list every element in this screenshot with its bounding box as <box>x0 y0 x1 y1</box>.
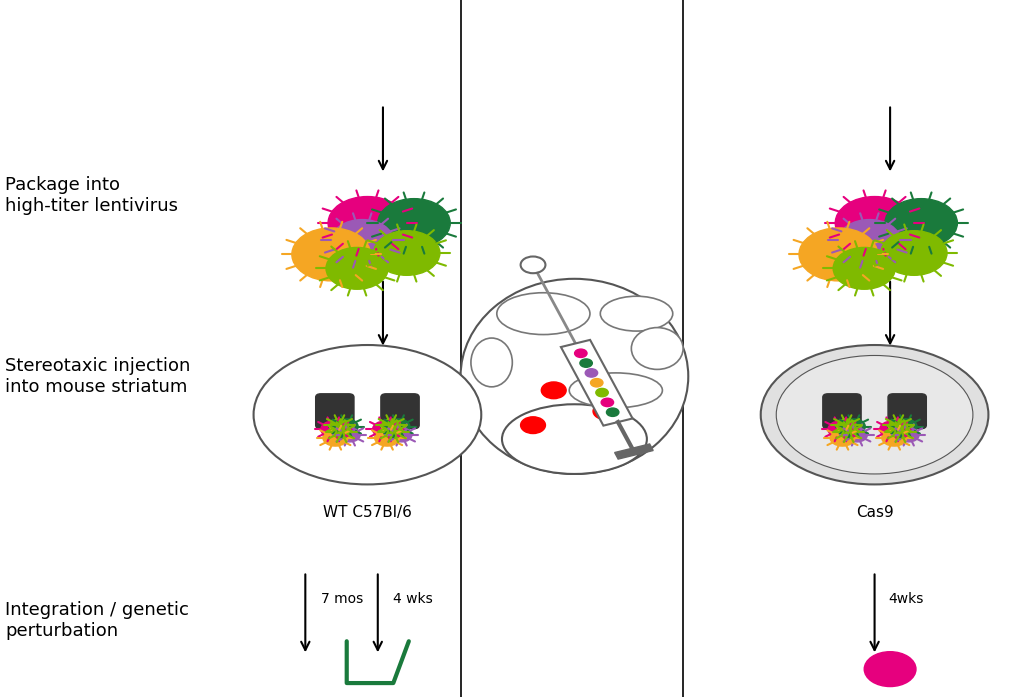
Circle shape <box>838 220 900 261</box>
Circle shape <box>607 408 619 416</box>
Circle shape <box>373 421 397 438</box>
Circle shape <box>378 199 450 247</box>
Circle shape <box>326 247 388 289</box>
Circle shape <box>882 429 907 446</box>
Circle shape <box>335 419 358 434</box>
Circle shape <box>384 426 403 438</box>
Circle shape <box>828 421 853 438</box>
Text: 7 mos: 7 mos <box>321 592 363 606</box>
Circle shape <box>889 419 908 431</box>
Ellipse shape <box>600 296 673 331</box>
Circle shape <box>847 428 867 442</box>
Text: 4wks: 4wks <box>888 592 923 606</box>
FancyBboxPatch shape <box>823 394 861 429</box>
Text: 4 wks: 4 wks <box>393 592 433 606</box>
Text: Cas9: Cas9 <box>856 505 893 521</box>
FancyBboxPatch shape <box>316 394 354 429</box>
Circle shape <box>593 403 618 420</box>
Circle shape <box>898 428 919 442</box>
Ellipse shape <box>502 404 647 474</box>
Ellipse shape <box>761 345 988 484</box>
Text: WT C57Bl/6: WT C57Bl/6 <box>323 505 412 521</box>
FancyBboxPatch shape <box>888 394 926 429</box>
FancyBboxPatch shape <box>381 394 419 429</box>
Circle shape <box>881 231 947 275</box>
Ellipse shape <box>254 345 481 484</box>
Circle shape <box>842 419 865 434</box>
Circle shape <box>580 359 592 367</box>
Circle shape <box>521 256 545 273</box>
Circle shape <box>885 199 957 247</box>
Circle shape <box>382 419 401 431</box>
Circle shape <box>839 426 858 438</box>
Circle shape <box>541 382 566 399</box>
Circle shape <box>339 428 360 442</box>
Circle shape <box>585 369 597 377</box>
Circle shape <box>391 428 412 442</box>
Circle shape <box>323 429 348 446</box>
Circle shape <box>864 652 916 687</box>
Ellipse shape <box>461 279 688 474</box>
Circle shape <box>601 398 614 406</box>
Circle shape <box>880 421 905 438</box>
Circle shape <box>891 426 910 438</box>
Text: Package into
high-titer lentivirus: Package into high-titer lentivirus <box>5 176 178 215</box>
Ellipse shape <box>569 373 662 408</box>
Circle shape <box>521 417 545 434</box>
Circle shape <box>830 429 855 446</box>
Ellipse shape <box>776 355 973 474</box>
Circle shape <box>292 228 371 281</box>
Polygon shape <box>561 340 632 426</box>
Circle shape <box>374 231 440 275</box>
Text: Stereotaxic injection
into mouse striatum: Stereotaxic injection into mouse striatu… <box>5 357 190 396</box>
Ellipse shape <box>471 338 512 387</box>
Circle shape <box>799 228 878 281</box>
Circle shape <box>835 197 914 250</box>
Circle shape <box>596 388 609 397</box>
Text: Integration / genetic
perturbation: Integration / genetic perturbation <box>5 601 189 640</box>
Circle shape <box>321 421 346 438</box>
Circle shape <box>332 426 351 438</box>
Circle shape <box>375 429 400 446</box>
Circle shape <box>591 378 603 387</box>
Circle shape <box>387 419 410 434</box>
Circle shape <box>331 220 393 261</box>
Circle shape <box>833 247 895 289</box>
Ellipse shape <box>497 293 590 335</box>
Circle shape <box>837 419 856 431</box>
Polygon shape <box>615 444 653 459</box>
Circle shape <box>330 419 349 431</box>
Circle shape <box>894 419 917 434</box>
Circle shape <box>328 197 407 250</box>
Ellipse shape <box>631 328 683 369</box>
Circle shape <box>574 349 587 358</box>
